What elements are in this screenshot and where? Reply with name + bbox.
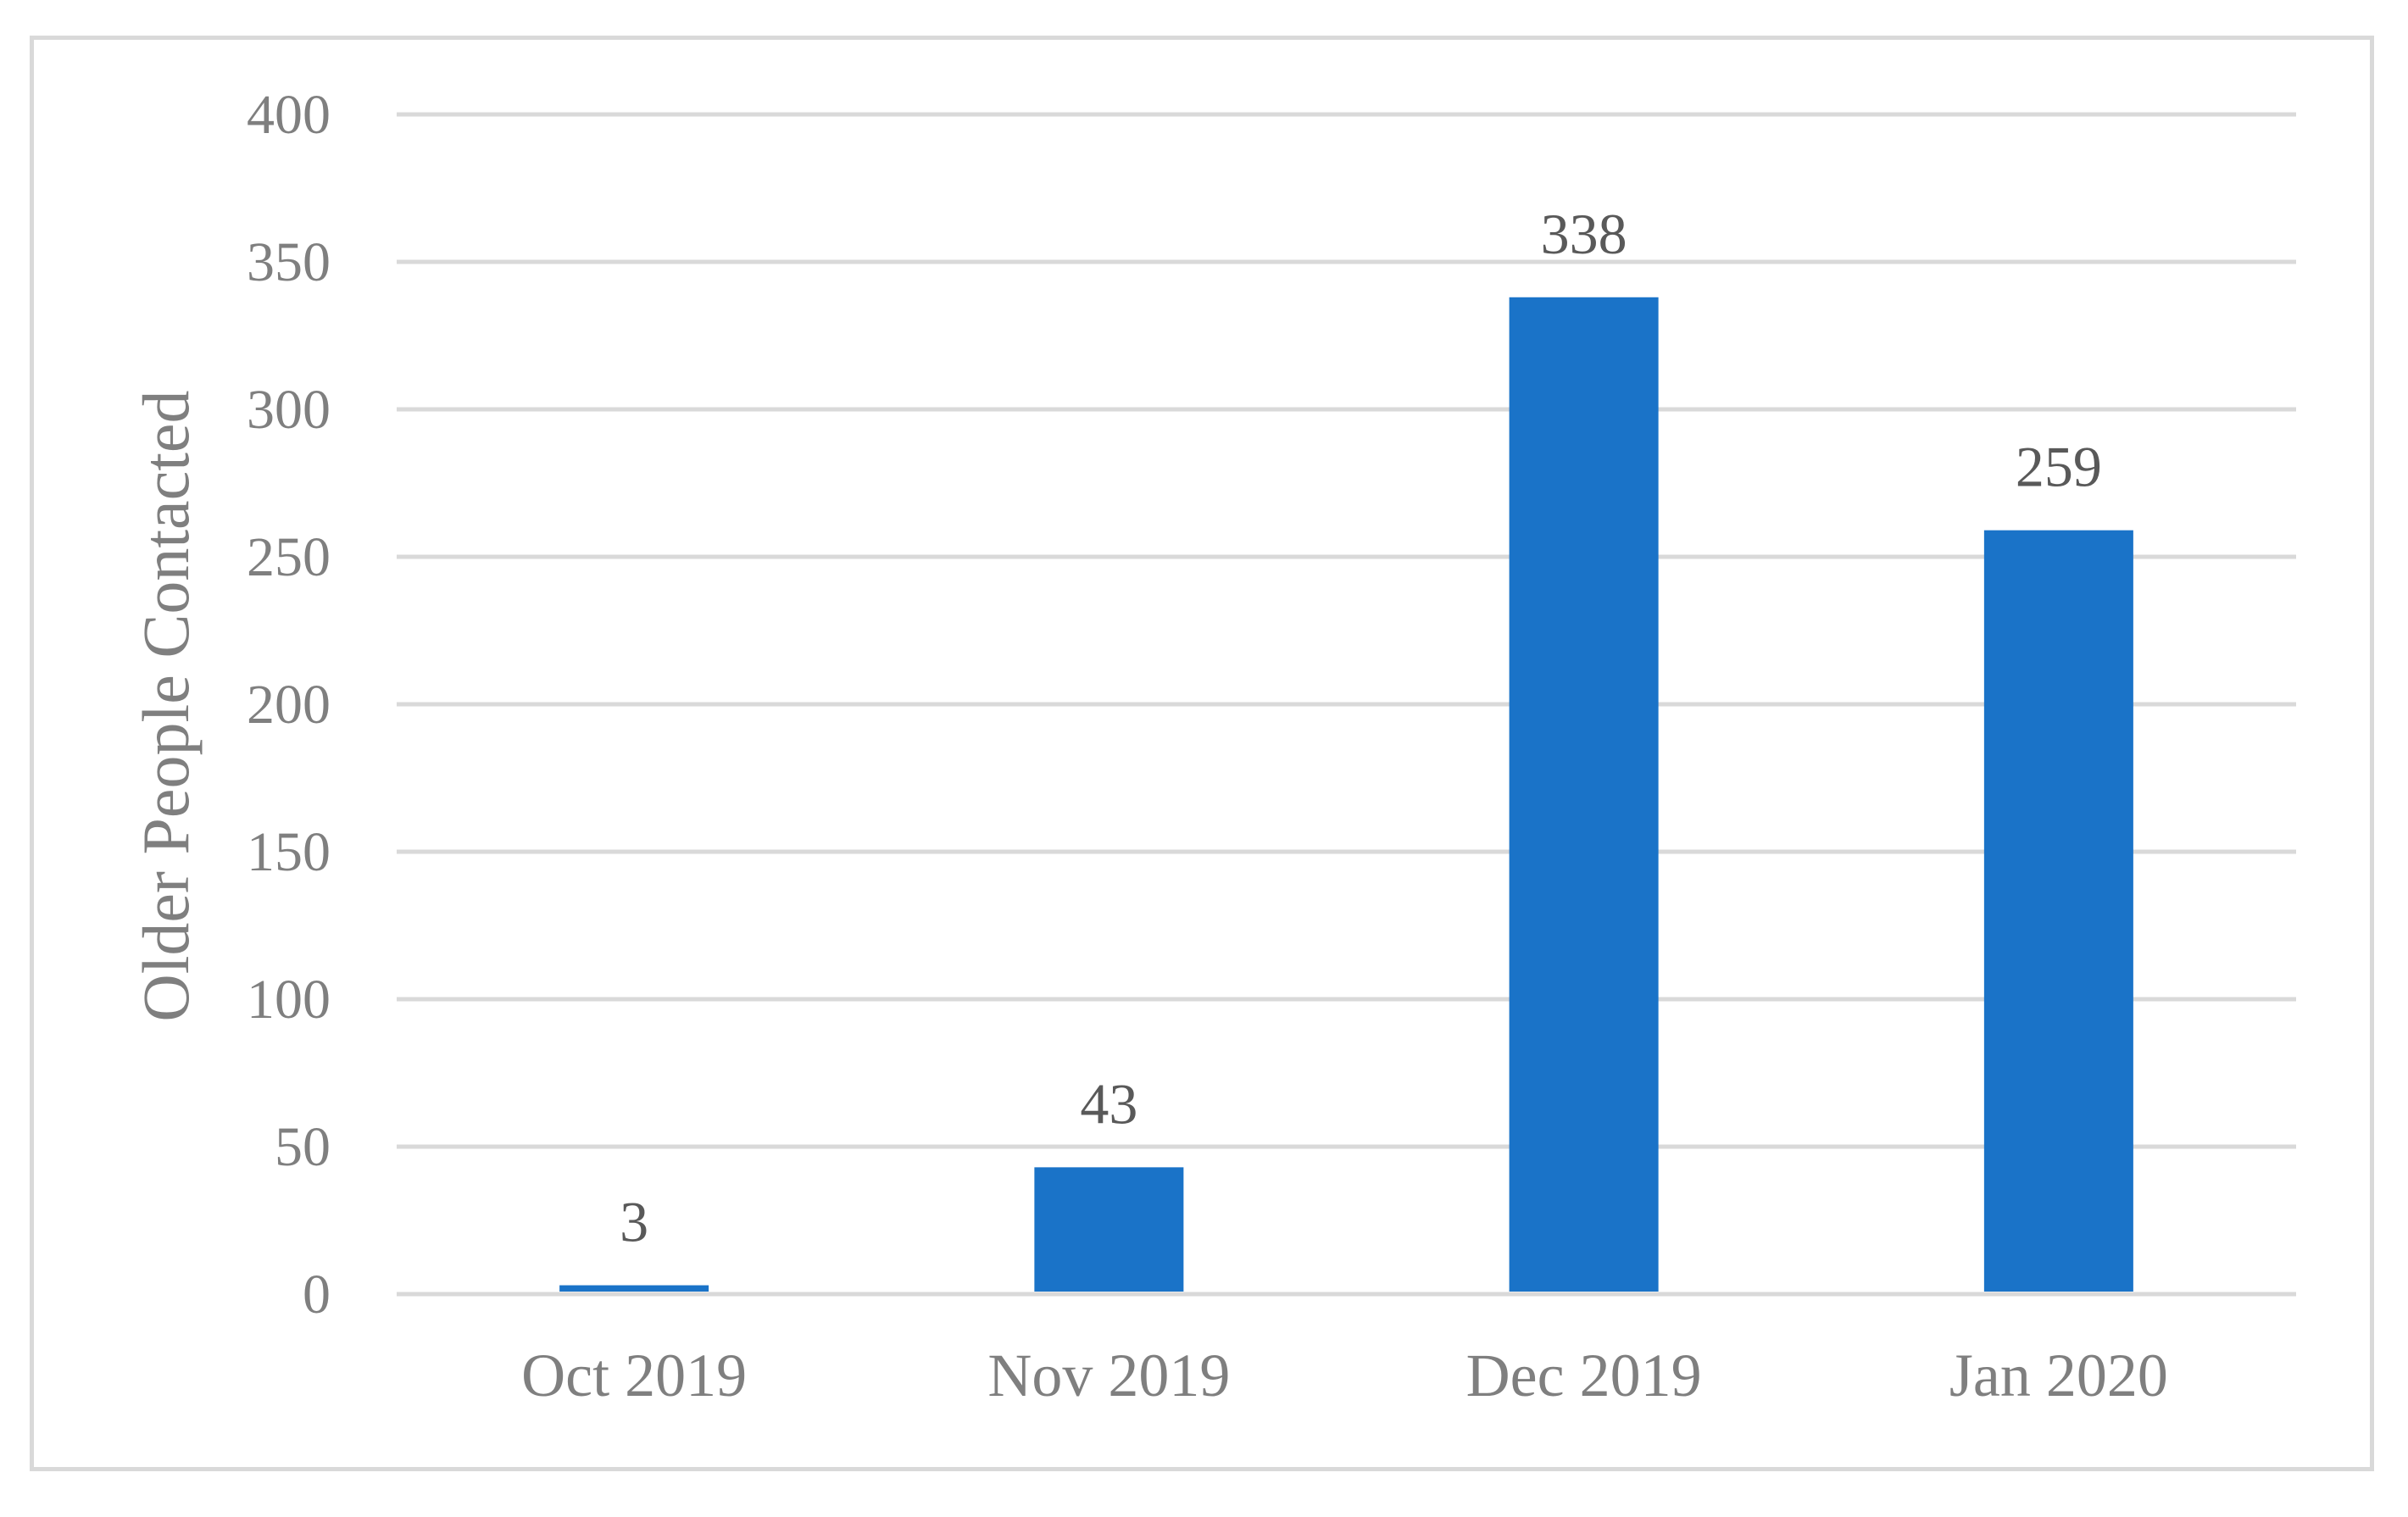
x-axis-ticks: Oct 2019 Nov 2019 Dec 2019 Jan 2020 <box>521 1342 2168 1409</box>
x-tick-label: Oct 2019 <box>521 1342 747 1409</box>
y-tick-label: 250 <box>247 526 331 588</box>
bar <box>1509 297 1659 1292</box>
y-tick-label: 50 <box>275 1116 331 1178</box>
data-labels: 3 43 338 259 <box>620 202 2102 1254</box>
data-label: 259 <box>2016 435 2102 499</box>
x-tick-label: Nov 2019 <box>987 1342 1230 1409</box>
y-tick-label: 100 <box>247 969 331 1031</box>
gridlines <box>397 112 2296 1297</box>
chart-frame <box>30 36 2374 1471</box>
y-tick-label: 200 <box>247 674 331 736</box>
data-label: 3 <box>620 1190 648 1254</box>
bar <box>1034 1167 1184 1292</box>
x-tick-label: Jan 2020 <box>1949 1342 2168 1409</box>
y-tick-label: 300 <box>247 379 331 441</box>
bar <box>1983 530 2133 1292</box>
x-tick-label: Dec 2019 <box>1466 1342 1702 1409</box>
data-label: 43 <box>1080 1071 1137 1136</box>
data-label: 338 <box>1541 202 1627 266</box>
bars <box>559 297 2133 1292</box>
y-tick-label: 0 <box>303 1264 331 1325</box>
y-axis-title: Older People Contacted <box>129 390 203 1021</box>
bar <box>559 1285 709 1292</box>
y-tick-label: 400 <box>247 84 331 146</box>
y-tick-label: 150 <box>247 821 331 883</box>
y-axis-ticks: 0 50 100 150 200 250 300 350 400 <box>247 84 331 1325</box>
y-tick-label: 350 <box>247 231 331 293</box>
